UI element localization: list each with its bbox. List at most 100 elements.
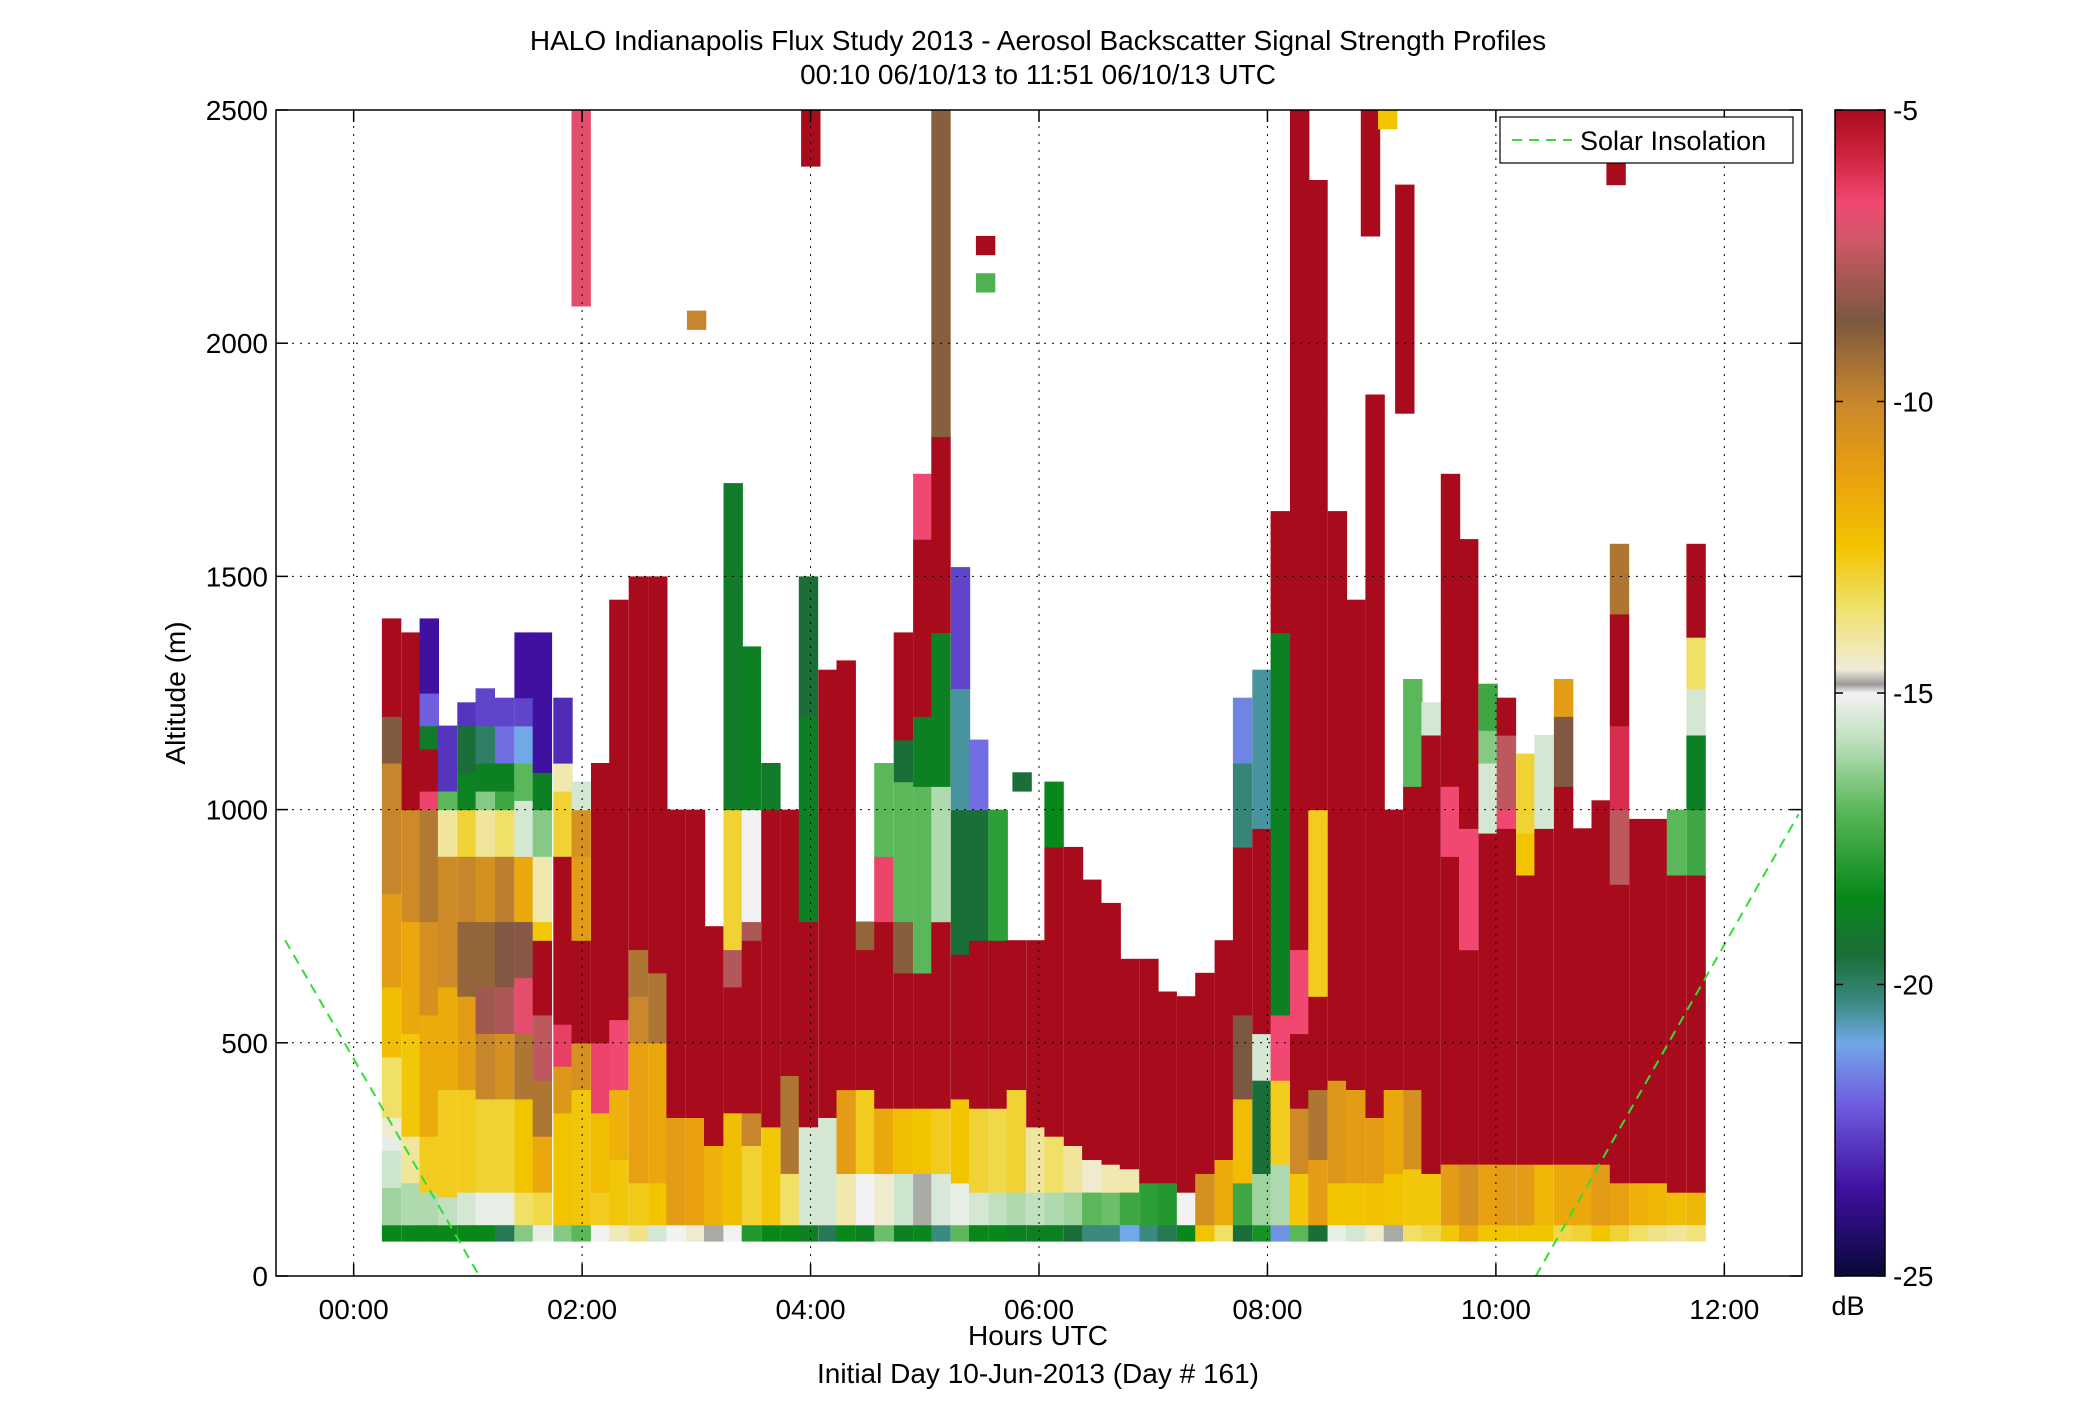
heatmap-cell [1378,110,1398,130]
heatmap-cell [457,725,477,773]
colorbar-tick-label: -25 [1893,1261,1933,1292]
heatmap-cell [514,921,534,979]
heatmap-cell [553,697,573,764]
heatmap-cell [1440,856,1461,1165]
heatmap-cell [648,576,668,974]
heatmap-cell [1101,1192,1121,1226]
heatmap-cell [1365,394,1385,811]
heatmap-cell [893,1173,914,1226]
heatmap-cell [591,1112,611,1193]
plot-area [275,109,1803,1277]
heatmap-cell [1496,828,1517,1165]
heatmap-cell [893,972,914,1109]
heatmap-cell [1308,809,1328,997]
heatmap-cell [419,1014,439,1137]
heatmap-cell [1478,832,1498,1165]
heatmap-cell [780,1224,800,1242]
heatmap-cell [931,632,951,787]
heatmap-cell [1534,1164,1554,1226]
heatmap-cell [381,1150,402,1188]
heatmap-cell [1440,473,1461,624]
heatmap-cell [1044,781,1064,848]
heatmap-cell [609,1159,629,1226]
heatmap-cell [741,1145,762,1226]
heatmap-cell [571,1224,591,1242]
heatmap-cell [1609,543,1630,615]
heatmap-cell [741,1112,762,1146]
heatmap-cell [1553,1224,1574,1242]
heatmap-cell [1591,1164,1611,1226]
heatmap-cell [571,809,591,857]
heatmap-cell [893,781,914,923]
heatmap-cell [913,972,933,1109]
heatmap-cell [893,921,914,974]
heatmap-cell [591,1192,611,1226]
heatmap-cell [1232,1014,1253,1100]
y-axis: 0 500 1000 1500 2000 2500 [206,95,1802,1292]
heatmap-cell [1232,1098,1253,1184]
heatmap-cell [1063,846,1084,1146]
heatmap-cell [495,790,515,811]
heatmap-cell [457,921,477,997]
heatmap-cell [1478,1164,1498,1226]
heatmap-cell [1666,874,1687,1193]
heatmap-cell [437,809,458,857]
heatmap-cell [628,1224,649,1242]
heatmap-cell [913,1108,933,1174]
heatmap-cell [1346,599,1366,885]
heatmap-cell [571,1089,591,1226]
y-tick-label: 0 [252,1261,268,1292]
heatmap-cell [401,809,421,923]
heatmap-cell [437,986,458,1090]
heatmap-cell [381,1224,402,1242]
x-tick-label: 02:00 [547,1294,617,1325]
heatmap-cell [1686,809,1706,876]
heatmap-cell [532,1192,553,1226]
heatmap-cell [1496,809,1517,829]
heatmap-cell [1666,1192,1687,1226]
heatmap-cell [1119,1192,1140,1226]
heatmap-cell [1327,1080,1348,1184]
heatmap-cell [686,310,707,330]
heatmap-cell [975,273,996,293]
heatmap-cell [532,1014,553,1081]
heatmap-cell [1082,1159,1102,1193]
heatmap-cell [475,790,495,811]
heatmap-cell [1360,110,1381,237]
heatmap-cell [874,763,894,857]
heatmap-cell [553,1066,573,1114]
heatmap-cell [931,1224,951,1242]
heatmap-cell [648,1182,668,1226]
heatmap-cell [1496,697,1517,736]
heatmap-cell [553,1224,573,1242]
heatmap-cell [950,809,971,955]
heatmap-cell [1609,809,1630,885]
heatmap-cell [475,725,495,764]
heatmap-cell [836,660,856,1091]
heatmap-cell [988,940,1008,1109]
heatmap-cell [1383,1224,1404,1242]
heatmap-cell [495,1033,515,1100]
heatmap-cell [893,632,914,741]
heatmap-cell [723,949,743,988]
x-axis-sublabel: Initial Day 10-Jun-2013 (Day # 161) [817,1358,1259,1389]
heatmap-cell [1459,1164,1479,1226]
heatmap-cell [1270,632,1290,1016]
heatmap-cell [628,1042,649,1184]
heatmap-cell [457,1089,477,1193]
heatmap-cell [495,856,515,923]
heatmap-cell [514,697,534,727]
heatmap-cell [475,1224,495,1242]
heatmap-cell [571,940,591,1044]
heatmap-cell [553,1024,573,1067]
heatmap-cell [495,725,515,764]
heatmap-cell [419,693,439,727]
heatmap-cell [1327,1224,1348,1242]
heatmap-cell [1063,1192,1084,1226]
heatmap-cell [1012,772,1032,792]
heatmap-cell [1290,110,1310,531]
heatmap-cell [1270,1164,1290,1226]
heatmap-cell [1421,702,1441,736]
chart-subtitle: 00:10 06/10/13 to 11:51 06/10/13 UTC [800,59,1276,90]
heatmap-cell [553,1112,573,1226]
